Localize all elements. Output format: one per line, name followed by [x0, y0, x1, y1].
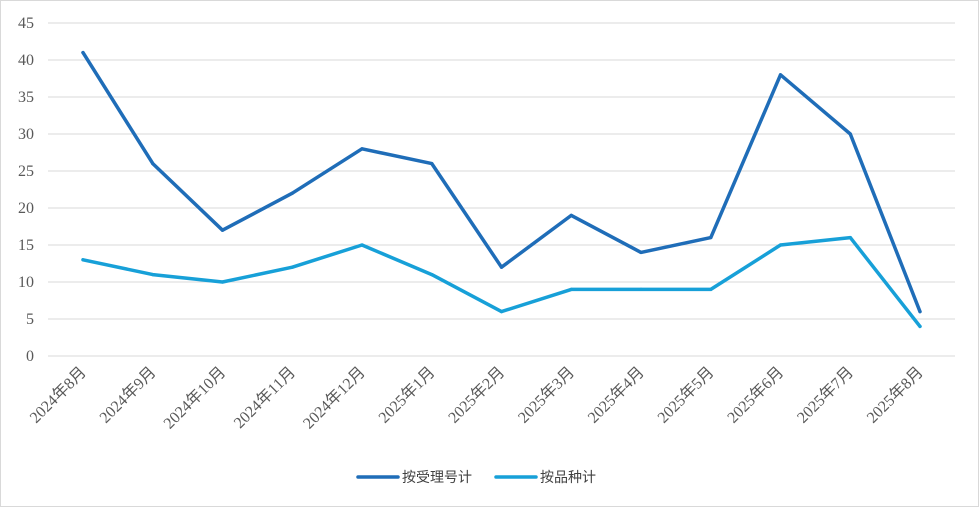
x-axis-ticks: 2024年8月 2024年9月 2024年10月 2024年11月 2024年12月 20…	[26, 363, 927, 432]
x-tick-label: 2024年8月	[26, 363, 90, 427]
data-point	[918, 324, 922, 328]
data-point	[918, 310, 922, 314]
data-point	[81, 258, 85, 262]
series-line-0	[81, 50, 922, 314]
y-tick-label: 15	[18, 237, 34, 254]
y-tick-label: 10	[18, 274, 34, 291]
data-point	[151, 273, 155, 277]
data-point	[290, 265, 294, 269]
gridlines	[48, 22, 955, 357]
y-tick-label: 40	[18, 52, 34, 69]
data-point	[569, 287, 573, 291]
x-tick-label: 2025年6月	[724, 363, 788, 427]
y-tick-label: 35	[18, 89, 34, 106]
y-tick-label: 20	[18, 200, 34, 217]
data-point	[220, 228, 225, 232]
x-tick-label: 2024年11月	[230, 363, 299, 432]
y-tick-label: 25	[18, 163, 34, 180]
data-point	[778, 243, 783, 247]
data-point	[360, 147, 364, 151]
data-point	[569, 213, 573, 217]
x-tick-label: 2025年3月	[514, 363, 578, 427]
legend-label-0: 按受理号计	[402, 470, 472, 486]
data-point	[639, 287, 643, 291]
data-point	[848, 236, 852, 240]
data-point	[709, 287, 713, 291]
x-tick-label: 2025年5月	[654, 363, 718, 427]
data-point	[709, 236, 713, 240]
x-tick-label: 2025年1月	[375, 363, 439, 427]
data-point	[430, 162, 434, 166]
data-point	[499, 265, 504, 269]
data-point	[639, 250, 643, 254]
x-tick-label: 2025年7月	[793, 363, 857, 427]
data-point	[220, 280, 225, 284]
x-tick-label: 2024年10月	[160, 363, 229, 432]
data-point	[499, 310, 504, 314]
y-tick-label: 30	[18, 126, 34, 143]
data-point	[151, 162, 155, 166]
x-tick-label: 2025年2月	[445, 363, 509, 427]
x-tick-label: 2025年8月	[863, 363, 927, 427]
data-point	[81, 51, 85, 55]
x-tick-label: 2025年4月	[584, 363, 648, 427]
legend: 按受理号计 按品种计	[356, 470, 596, 486]
y-tick-label: 45	[18, 15, 34, 32]
y-tick-label: 5	[26, 311, 34, 328]
data-point	[848, 132, 852, 136]
x-tick-label: 2024年9月	[96, 363, 160, 427]
data-point	[778, 73, 783, 77]
y-axis-ticks: 0 5 10 15 20 25 30 35 40 45	[18, 15, 34, 365]
y-tick-label: 0	[26, 348, 34, 365]
series-lines	[81, 50, 922, 329]
data-point	[360, 243, 364, 247]
data-point	[290, 191, 294, 195]
data-point	[430, 273, 434, 277]
legend-label-1: 按品种计	[540, 470, 596, 486]
x-tick-label: 2024年12月	[300, 363, 369, 432]
